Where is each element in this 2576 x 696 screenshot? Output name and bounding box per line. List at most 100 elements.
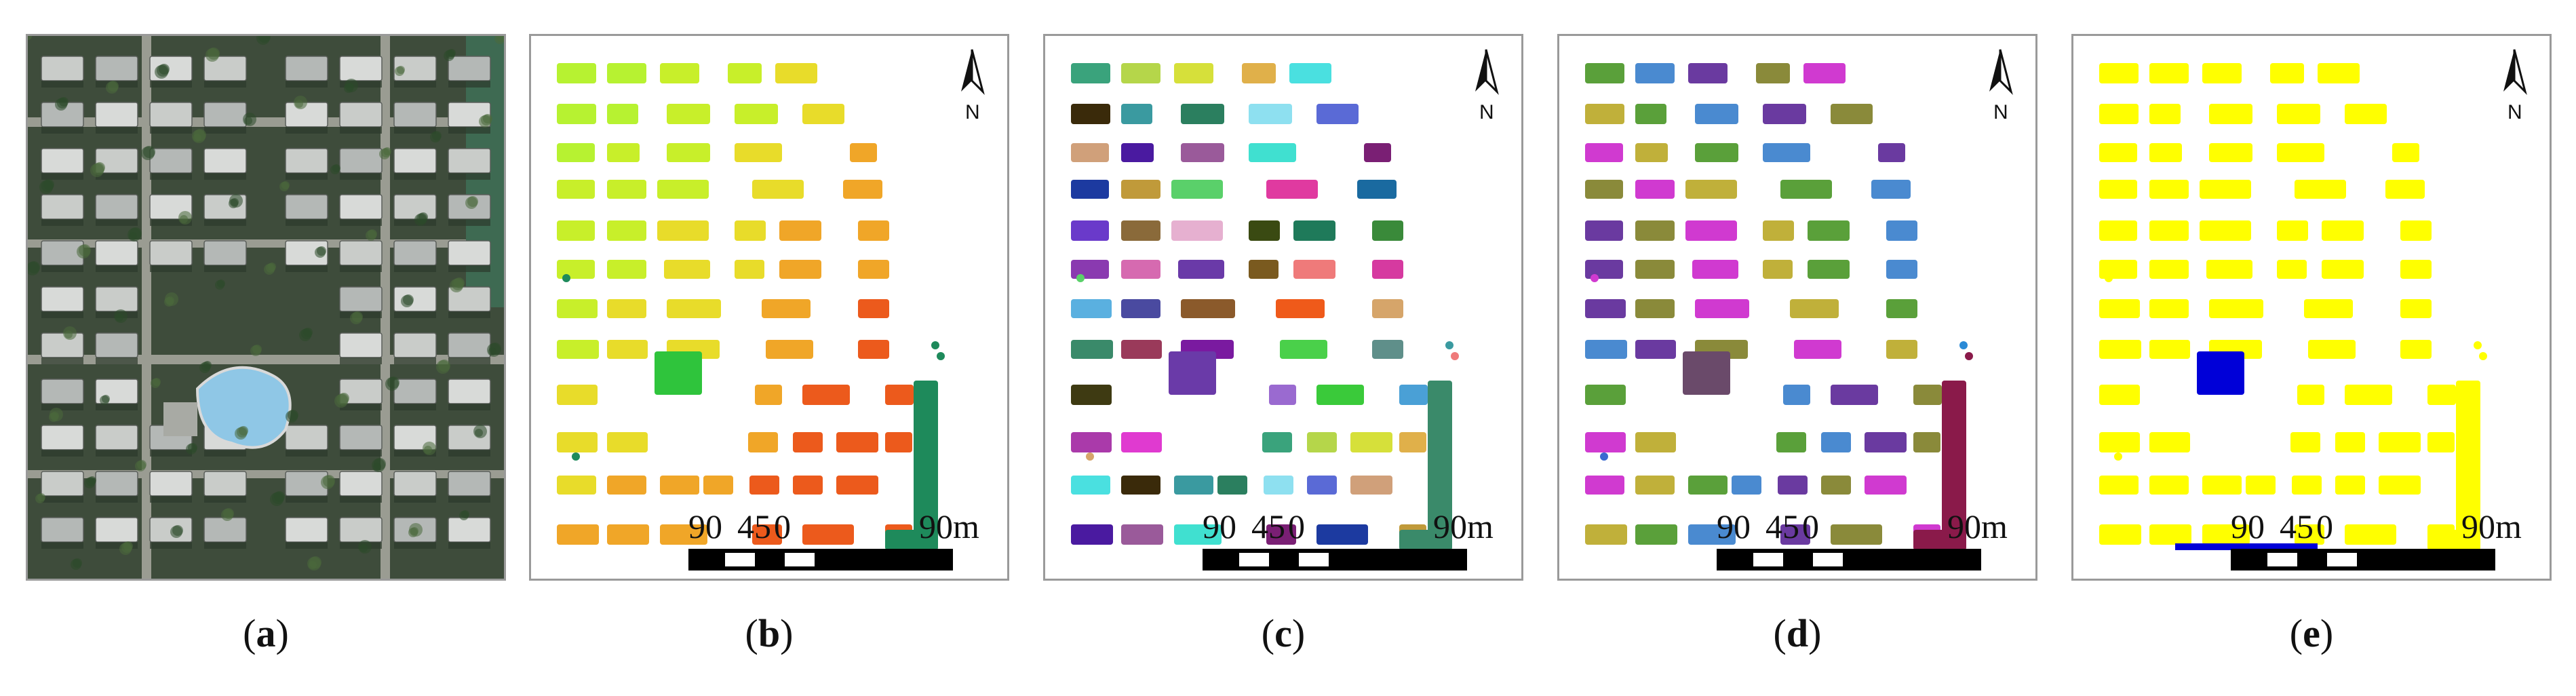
rooftop (41, 471, 84, 497)
rooftop (149, 471, 193, 497)
small-structure-dot (1600, 452, 1608, 461)
building-footprint (1821, 432, 1851, 452)
building-footprint (2200, 180, 2251, 199)
building-footprint (2099, 220, 2137, 241)
building-footprint (557, 220, 595, 241)
small-structure-dot (937, 352, 945, 360)
building-footprint (858, 260, 889, 279)
building-footprint (1399, 432, 1426, 452)
building-footprint (1249, 220, 1280, 241)
building-footprint (1171, 220, 1223, 241)
building-footprint (607, 180, 646, 199)
building-footprint (843, 180, 882, 199)
building-footprint (1778, 476, 1808, 495)
building-footprint (1585, 385, 1626, 405)
building-footprint (2322, 260, 2364, 279)
building-footprint (607, 63, 646, 83)
building-footprint (735, 104, 778, 124)
building-footprint (1776, 432, 1806, 452)
building-footprint (2345, 104, 2387, 124)
building-footprint (2379, 432, 2421, 452)
building-footprint-large (2197, 351, 2244, 395)
rooftop (393, 379, 437, 404)
north-arrow-icon: N (961, 49, 985, 123)
rooftop (149, 148, 193, 174)
building-footprint (1635, 143, 1668, 162)
building-footprint (2099, 104, 2139, 124)
rooftop (95, 517, 138, 543)
rooftop (95, 240, 138, 266)
caption-c: (c) (1261, 611, 1306, 655)
building-footprint (1316, 385, 1364, 405)
building-footprint (1732, 476, 1761, 495)
building-footprint (667, 104, 710, 124)
building-footprint (660, 524, 707, 545)
building-footprint (1871, 180, 1911, 199)
building-footprint (885, 432, 912, 452)
panel-b-map: N 90 45 0 90m (529, 34, 1009, 581)
building-footprint (2379, 476, 2421, 495)
small-structure-dot (2479, 352, 2487, 360)
building-footprint (1878, 143, 1905, 162)
north-arrow-icon: N (1989, 49, 2013, 123)
caption-a: (a) (243, 611, 289, 655)
building-footprint (1121, 63, 1160, 83)
building-footprint (779, 220, 821, 241)
building-footprint (752, 524, 782, 545)
building-footprint (1685, 220, 1737, 241)
building-footprint (2345, 385, 2392, 405)
north-label: N (1993, 101, 2008, 123)
building-footprint-large (1169, 351, 1216, 395)
map-c-canvas: N 90 45 0 90m (1071, 49, 1499, 571)
building-footprint (1831, 104, 1873, 124)
building-footprint (1269, 385, 1296, 405)
building-footprint (793, 432, 823, 452)
building-footprint (2400, 260, 2432, 279)
panel-d-map: N 90 45 0 90m (1557, 34, 2037, 581)
building-footprint (557, 524, 599, 545)
building-footprint (1350, 476, 1392, 495)
rooftop (285, 517, 328, 543)
building-footprint (2400, 220, 2432, 241)
building-footprint (1821, 476, 1851, 495)
north-label: N (965, 101, 980, 123)
building-footprint (1372, 260, 1403, 279)
rooftop (95, 102, 138, 128)
building-footprint (2277, 143, 2324, 162)
building-footprint (2322, 220, 2364, 241)
building-footprint (1372, 299, 1403, 318)
scale-bar-tick-label: 45 (2280, 507, 2314, 545)
scale-bar: 90 45 0 90m (688, 507, 979, 571)
rooftop (339, 425, 383, 450)
scale-bar-tick-label: 45 (1251, 507, 1285, 545)
building-footprint (836, 432, 878, 452)
building-footprint (1756, 63, 1790, 83)
scale-bar-tick-label: 90 (688, 507, 722, 545)
scale-bar: 90 45 0 90m (1717, 507, 2008, 571)
building-footprint (1886, 340, 1917, 359)
building-footprint (1121, 143, 1154, 162)
building-footprint (1585, 104, 1624, 124)
rooftop (285, 425, 328, 450)
rooftop (203, 517, 247, 543)
rooftop (41, 379, 84, 404)
building-footprint (2277, 220, 2308, 241)
building-footprint (1174, 63, 1213, 83)
building-footprint (1803, 63, 1846, 83)
building-footprint (1121, 104, 1152, 124)
rooftop (41, 332, 84, 358)
small-structure-dot (2105, 274, 2113, 282)
building-footprint-l-shape (885, 530, 938, 550)
building-footprint (2149, 220, 2189, 241)
building-footprint-large (1683, 351, 1730, 395)
building-footprint (728, 63, 762, 83)
building-footprint (657, 220, 709, 241)
scale-bar-tick-label: 45 (1765, 507, 1799, 545)
building-footprint (1178, 260, 1224, 279)
building-footprint (2297, 385, 2324, 405)
rooftop (339, 286, 383, 312)
building-footprint (1780, 524, 1810, 545)
building-footprint (1585, 432, 1626, 452)
rooftop (95, 425, 138, 450)
building-footprint (1264, 476, 1293, 495)
